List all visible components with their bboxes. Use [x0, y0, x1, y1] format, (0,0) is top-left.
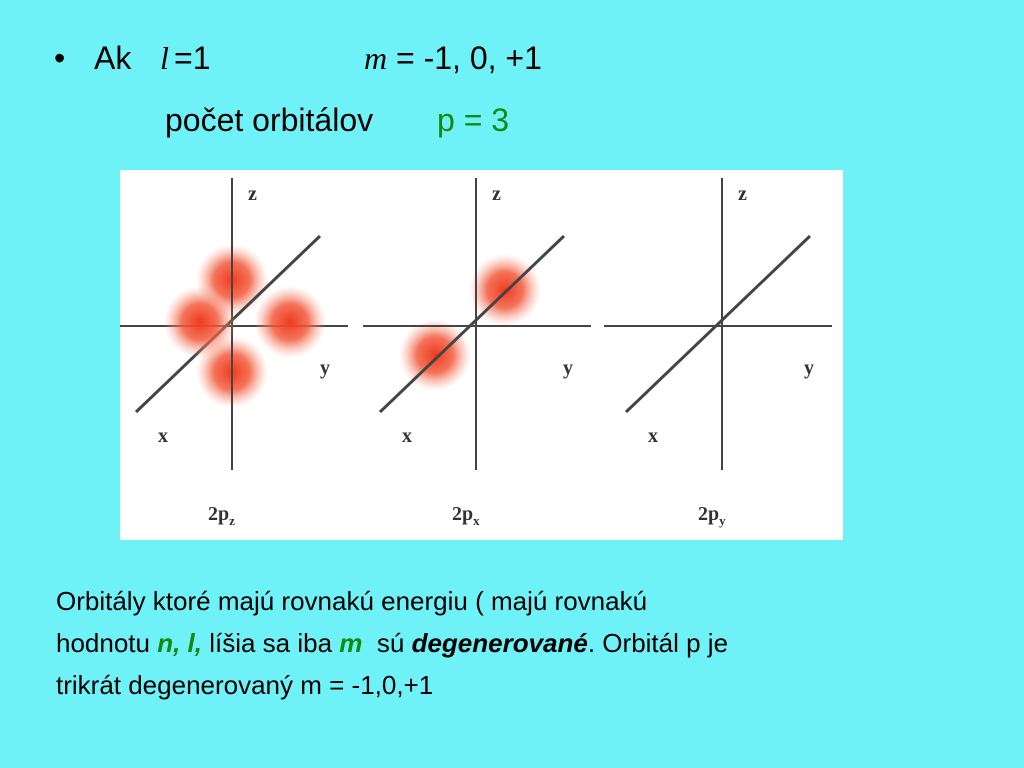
axis-label: x [648, 425, 658, 447]
l-symbol: l [160, 40, 169, 76]
axis-label: z [248, 183, 257, 205]
m-symbol: m [364, 40, 388, 76]
count-text: počet orbitálov [165, 102, 374, 138]
l-value: =1 [174, 40, 211, 76]
x-axis [378, 234, 566, 414]
orbital-subscript: x [473, 513, 480, 528]
axis-label: z [492, 183, 501, 205]
text: hodnotu [56, 628, 158, 658]
orbital-subscript: z [229, 513, 235, 528]
axis-label: x [402, 425, 412, 447]
orbital-lobe [399, 319, 471, 391]
orbital-subscript: y [719, 513, 726, 528]
emphasis: m [339, 628, 363, 658]
bullet-lead: Ak [94, 40, 132, 76]
text: líšia sa iba [202, 628, 340, 658]
text: Orbitály ktoré majú rovnakú energiu ( ma… [56, 586, 648, 616]
axis-label: y [320, 357, 330, 379]
axis-label: y [804, 357, 814, 379]
emphasis: n, l, [157, 628, 202, 658]
axis-label: z [738, 183, 747, 205]
orbital-lobe [164, 286, 236, 358]
count-highlight: p = 3 [437, 102, 510, 138]
m-values: = -1, 0, +1 [396, 40, 542, 76]
orbital-lobe [254, 286, 326, 358]
paragraph: Orbitály ktoré majú rovnakú energiu ( ma… [56, 580, 728, 706]
bullet-dot: • [54, 40, 66, 76]
text: . Orbitál p je [587, 628, 729, 658]
axis-label: y [563, 357, 573, 379]
orbital-label: 2py [698, 503, 726, 528]
text: trikrát degenerovaný m = -1,0,+1 [56, 670, 434, 700]
x-axis [624, 234, 812, 414]
emphasis: degenerované [411, 628, 588, 658]
text: sú [362, 628, 412, 658]
axis-label: x [158, 425, 168, 447]
